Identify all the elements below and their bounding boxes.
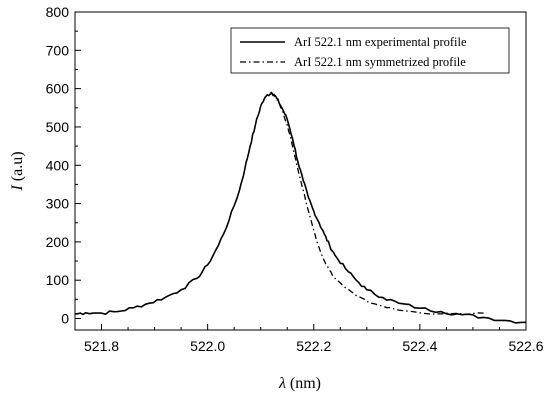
y-tick-label: 300 (46, 196, 70, 212)
x-tick-label: 521.8 (84, 338, 119, 354)
axis-ticks: 521.8 522.0 522.2 522.4 522.6 0 100 200 300 400 50… (46, 4, 544, 354)
y-axis-title-unit: (a.u) (9, 151, 26, 185)
y-tick-label: 800 (46, 4, 70, 20)
x-tick-label: 522.0 (190, 338, 225, 354)
legend-box (230, 27, 510, 74)
legend: ArI 522.1 nm experimental profile ArI 52… (230, 27, 510, 74)
y-tick-label: 400 (46, 157, 70, 173)
x-axis-title: λ (nm) (278, 375, 321, 392)
y-tick-label: 0 (61, 311, 69, 327)
x-axis-title-symbol: λ (278, 375, 286, 392)
x-tick-label: 522.2 (296, 338, 331, 354)
legend-label-experimental: ArI 522.1 nm experimental profile (294, 35, 467, 49)
y-tick-label: 600 (46, 81, 70, 97)
y-tick-label: 500 (46, 119, 70, 135)
series-layer (74, 91, 527, 324)
plot-frame (74, 11, 527, 331)
x-axis-title-unit: (nm) (286, 375, 321, 392)
x-tick-label: 522.6 (508, 338, 543, 354)
y-axis-title-symbol: I (9, 185, 26, 192)
y-tick-label: 700 (46, 42, 70, 58)
series-line-symmetrized (270, 92, 484, 316)
y-tick-label: 200 (46, 234, 70, 250)
x-tick-label: 522.4 (402, 338, 437, 354)
y-tick-label: 100 (46, 272, 70, 288)
legend-label-symmetrized: ArI 522.1 nm symmetrized profile (294, 55, 466, 69)
y-axis-title: I (a.u) (9, 151, 26, 191)
series-line-experimental (74, 91, 527, 324)
